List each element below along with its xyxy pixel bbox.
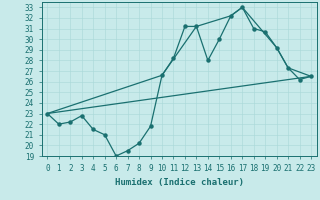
X-axis label: Humidex (Indice chaleur): Humidex (Indice chaleur) [115,178,244,187]
